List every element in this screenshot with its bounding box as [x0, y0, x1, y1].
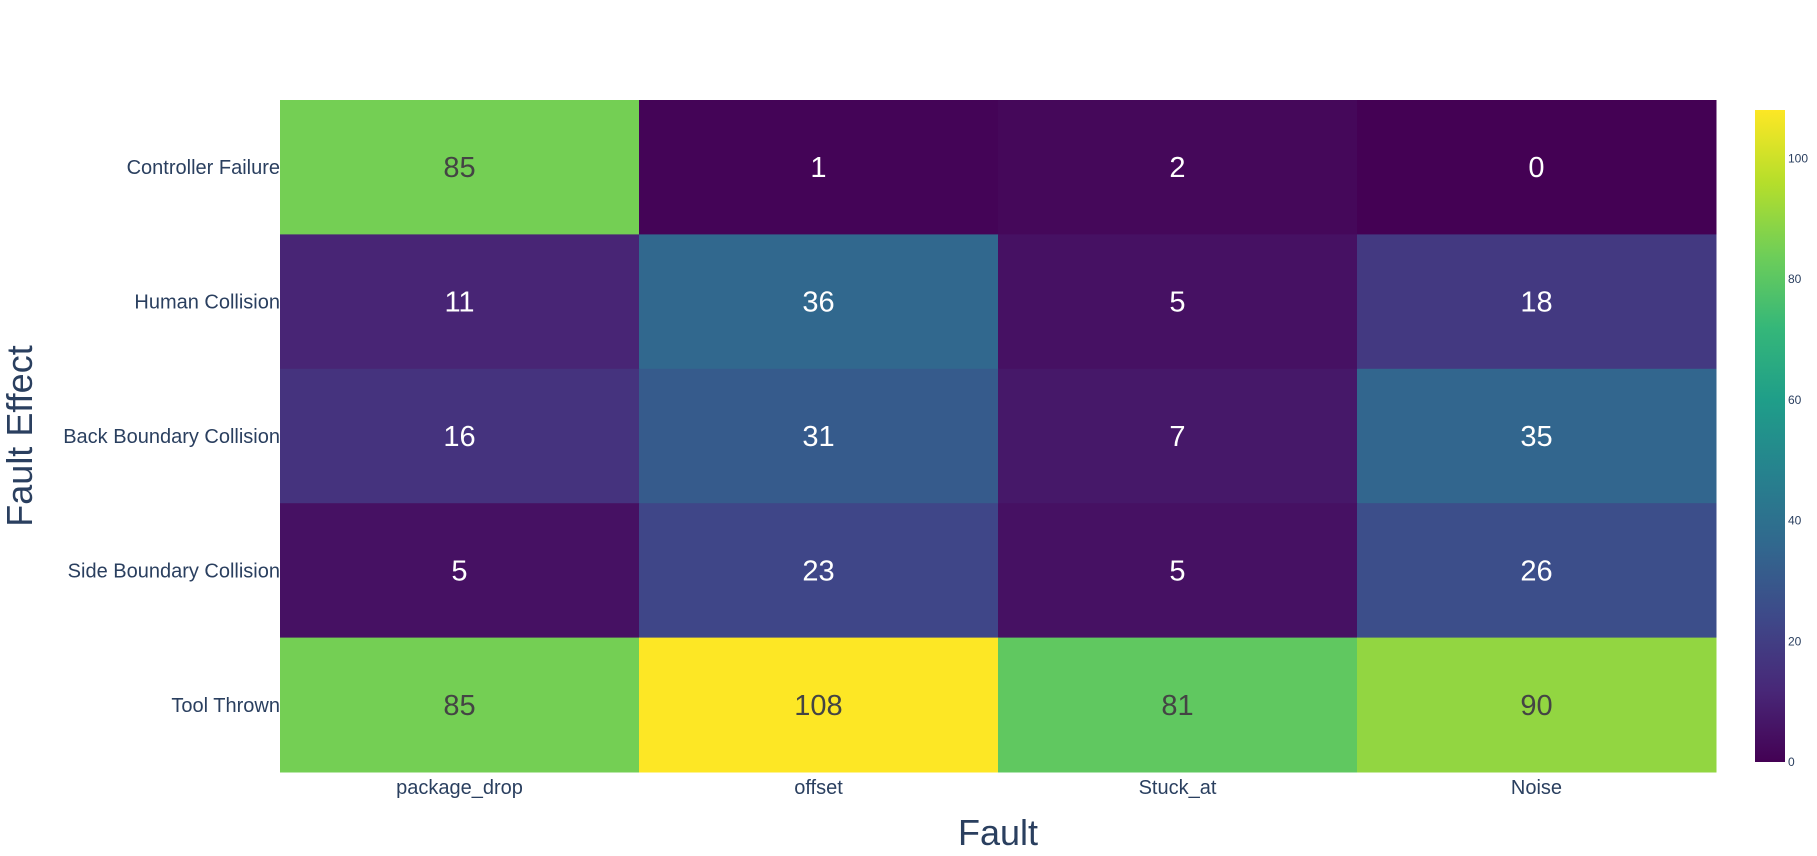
cell-value-label: 5: [1169, 555, 1185, 587]
cell-value-label: 5: [1169, 287, 1185, 319]
x-tick-label: Noise: [1511, 777, 1562, 799]
cell-value-label: 81: [1161, 690, 1193, 722]
cell-value-label: 26: [1520, 555, 1552, 587]
heatmap-cells: [280, 100, 1717, 773]
x-tick-label: Stuck_at: [1139, 777, 1217, 799]
heatmap-cell: [280, 234, 640, 370]
heatmap-cell: [280, 368, 640, 504]
heatmap-cell: [639, 503, 999, 639]
cell-value-label: 2: [1169, 152, 1185, 184]
heatmap-cell-labels: 85 1 2 0 11 36 5 18 16 31 7 35 5 23 5 26 85 108 81 90: [443, 152, 1552, 722]
heatmap-cell: [998, 368, 1358, 504]
cell-value-label: 108: [794, 690, 842, 722]
y-tick-label: Human Collision: [134, 292, 280, 314]
x-tick-label: package_drop: [396, 777, 523, 799]
heatmap-cell: [639, 637, 999, 773]
colorbar-tick-label: 80: [1788, 272, 1802, 286]
colorbar-tick-label: 0: [1788, 755, 1795, 769]
heatmap-cell: [280, 503, 640, 639]
colorbar-tick-label: 100: [1788, 151, 1808, 165]
y-tick-label: Tool Thrown: [171, 695, 280, 717]
y-tick-label: Controller Failure: [127, 157, 280, 179]
heatmap-cell: [1357, 368, 1717, 504]
heatmap-cell: [1357, 234, 1717, 370]
x-axis-title: Fault: [958, 812, 1038, 853]
heatmap-cell: [1357, 637, 1717, 773]
cell-value-label: 23: [802, 555, 834, 587]
cell-value-label: 1: [810, 152, 826, 184]
cell-value-label: 90: [1520, 690, 1552, 722]
cell-value-label: 11: [444, 287, 474, 319]
cell-value-label: 35: [1520, 421, 1552, 453]
x-axis-ticks: package_drop offset Stuck_at Noise: [396, 777, 1562, 799]
heatmap-cell: [280, 637, 640, 773]
y-axis-title: Fault Effect: [0, 345, 40, 526]
cell-value-label: 31: [802, 421, 834, 453]
y-axis-ticks: Controller Failure Human Collision Back Bo…: [63, 157, 280, 717]
heatmap-cell: [1357, 503, 1717, 639]
cell-value-label: 0: [1528, 152, 1544, 184]
x-tick-label: offset: [794, 777, 843, 799]
colorbar-ticks: 0 20 40 60 80 100: [1788, 151, 1808, 769]
cell-value-label: 85: [443, 152, 475, 184]
colorbar: 0 20 40 60 80 100: [1755, 110, 1808, 769]
heatmap-cell: [639, 100, 999, 235]
colorbar-tick-label: 20: [1788, 634, 1802, 648]
y-tick-label: Side Boundary Collision: [68, 560, 280, 582]
colorbar-gradient: [1755, 110, 1785, 762]
cell-value-label: 85: [443, 690, 475, 722]
heatmap-cell: [280, 100, 640, 235]
cell-value-label: 36: [802, 287, 834, 319]
cell-value-label: 7: [1169, 421, 1185, 453]
heatmap-cell: [998, 234, 1358, 370]
heatmap-cell: [639, 234, 999, 370]
heatmap-cell: [998, 100, 1358, 235]
colorbar-tick-label: 40: [1788, 514, 1802, 528]
heatmap-cell: [1357, 100, 1717, 235]
colorbar-tick-label: 60: [1788, 393, 1802, 407]
heatmap-cell: [998, 637, 1358, 773]
heatmap-cell: [639, 368, 999, 504]
cell-value-label: 18: [1520, 287, 1552, 319]
cell-value-label: 5: [451, 555, 467, 587]
heatmap-cell: [998, 503, 1358, 639]
cell-value-label: 16: [443, 421, 475, 453]
y-tick-label: Back Boundary Collision: [63, 426, 280, 448]
